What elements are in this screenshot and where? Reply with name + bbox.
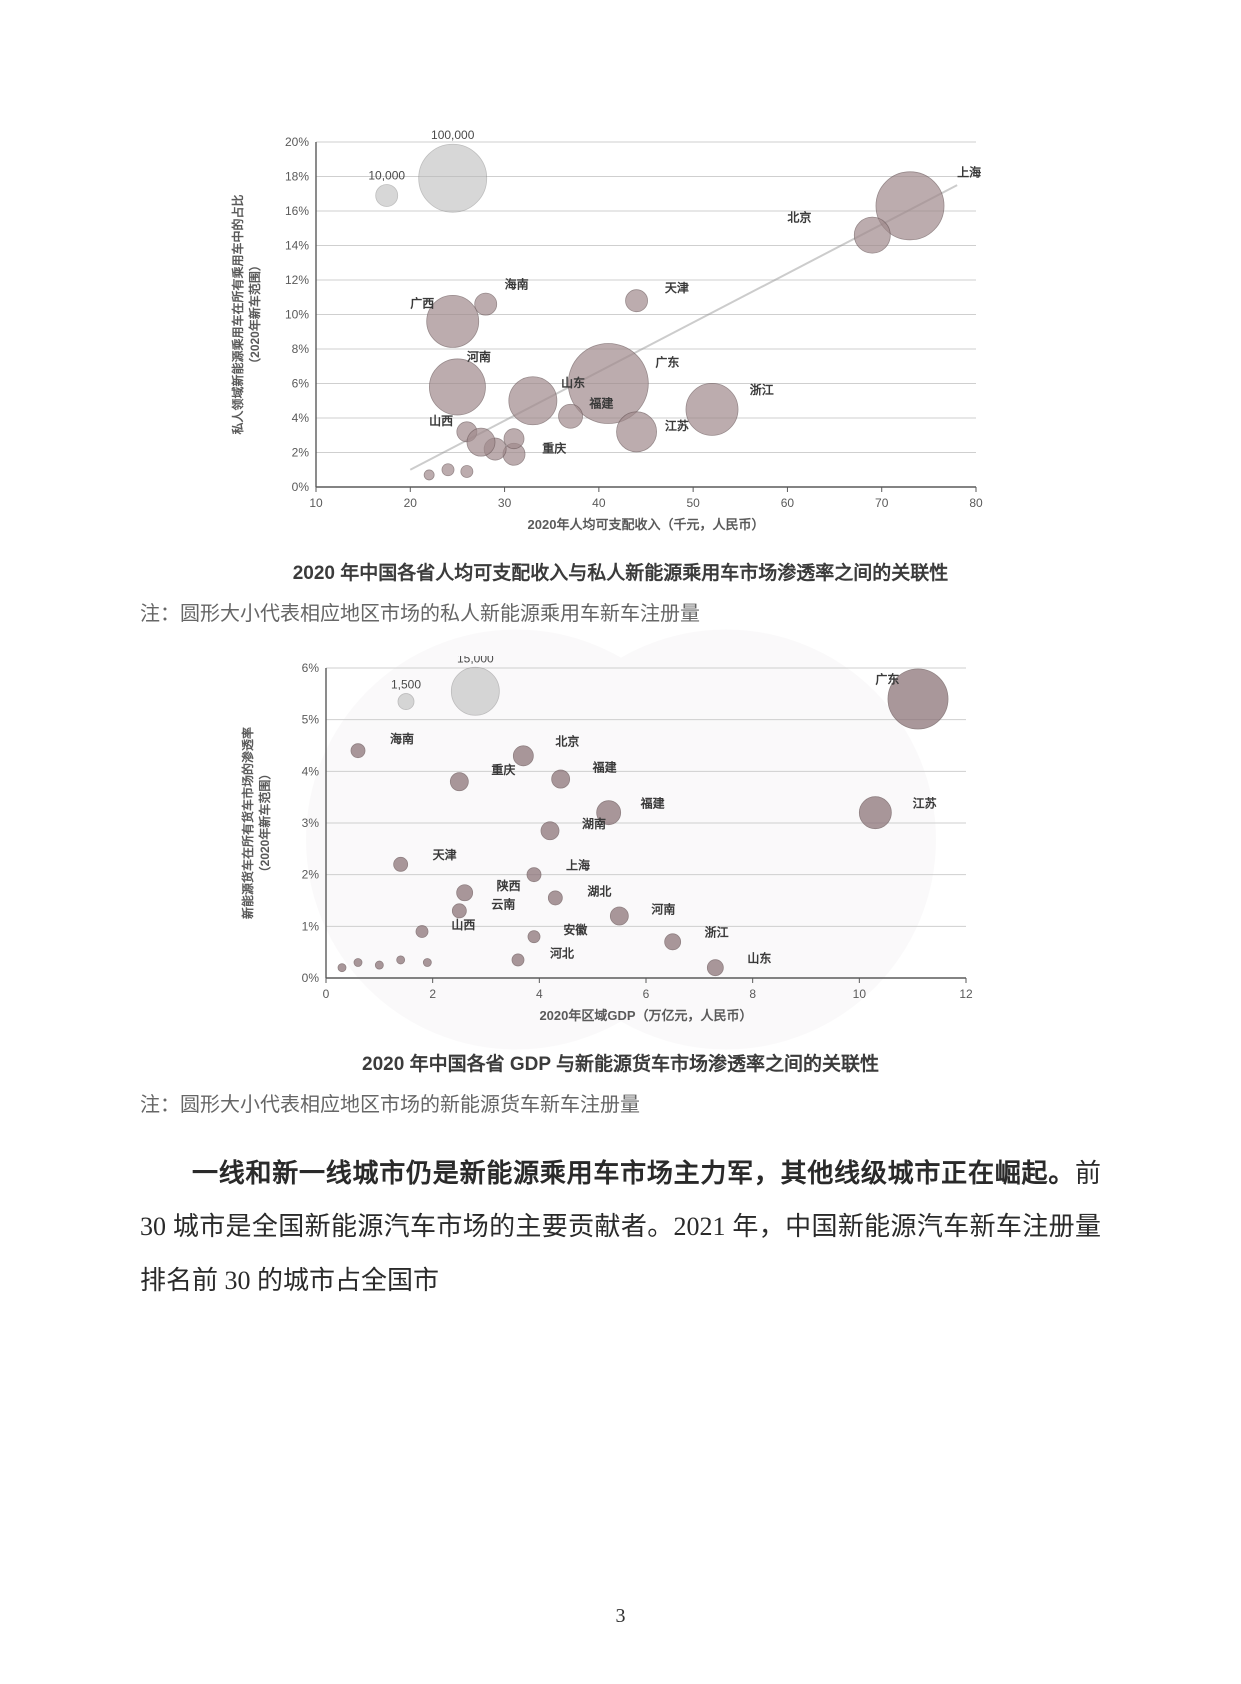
svg-text:3%: 3% [301, 816, 319, 830]
svg-text:福建: 福建 [588, 396, 614, 411]
chart2-block: 0% 1% 2% 3% 4% 5% 6% 0 2 4 6 8 10 12 2020年区域GDP（万亿元，人民… [140, 656, 1101, 1117]
svg-text:60: 60 [780, 496, 794, 510]
svg-text:重庆: 重庆 [491, 762, 515, 777]
svg-text:（2020年新车范围）: （2020年新车范围） [247, 259, 262, 370]
svg-text:4%: 4% [291, 411, 309, 425]
svg-text:湖南: 湖南 [582, 816, 606, 831]
svg-text:（2020年新车范围）: （2020年新车范围） [257, 768, 272, 879]
svg-text:4%: 4% [301, 764, 319, 778]
svg-text:14%: 14% [284, 239, 308, 253]
chart2-bubble: 0% 1% 2% 3% 4% 5% 6% 0 2 4 6 8 10 12 2020年区域GDP（万亿元，人民… [221, 656, 1021, 1036]
svg-text:北京: 北京 [555, 734, 579, 749]
svg-text:5%: 5% [301, 713, 319, 727]
svg-text:天津: 天津 [664, 280, 688, 295]
svg-text:湖北: 湖北 [587, 883, 611, 898]
svg-text:江苏: 江苏 [912, 796, 936, 811]
svg-text:0: 0 [322, 987, 329, 1001]
svg-text:江苏: 江苏 [664, 418, 688, 433]
svg-text:4: 4 [535, 987, 542, 1001]
svg-text:新能源货车在所有货车市场的渗透率: 新能源货车在所有货车市场的渗透率 [240, 727, 255, 919]
svg-text:2020年区域GDP（万亿元，人民币）: 2020年区域GDP（万亿元，人民币） [539, 1008, 752, 1023]
svg-text:6%: 6% [301, 661, 319, 675]
svg-text:30: 30 [497, 496, 511, 510]
svg-text:天津: 天津 [432, 847, 456, 862]
svg-text:广东: 广东 [875, 672, 899, 687]
svg-text:上海: 上海 [566, 858, 590, 873]
svg-text:2: 2 [429, 987, 436, 1001]
chart1-note: 注：圆形大小代表相应地区市场的私人新能源乘用车新车注册量 [140, 597, 1101, 626]
svg-text:山东: 山东 [747, 951, 771, 966]
svg-text:50: 50 [686, 496, 700, 510]
svg-text:山西: 山西 [451, 917, 475, 932]
svg-text:1%: 1% [301, 919, 319, 933]
svg-text:河南: 河南 [650, 901, 675, 916]
svg-text:10,000: 10,000 [368, 168, 405, 182]
svg-text:6%: 6% [291, 377, 309, 391]
svg-text:1,500: 1,500 [390, 678, 420, 692]
svg-text:18%: 18% [284, 170, 308, 184]
svg-text:8%: 8% [291, 342, 309, 356]
chart2-note: 注：圆形大小代表相应地区市场的新能源货车新车注册量 [140, 1088, 1101, 1117]
svg-text:20: 20 [403, 496, 417, 510]
svg-text:40: 40 [592, 496, 606, 510]
svg-text:广东: 广东 [655, 354, 679, 369]
svg-text:北京: 北京 [787, 209, 811, 224]
body-paragraph: 一线和新一线城市仍是新能源乘用车市场主力军，其他线级城市正在崛起。前 30 城市… [140, 1147, 1101, 1307]
svg-text:重庆: 重庆 [542, 441, 566, 456]
svg-text:2020年人均可支配收入（千元，人民币）: 2020年人均可支配收入（千元，人民币） [527, 517, 764, 532]
svg-text:海南: 海南 [504, 277, 528, 292]
svg-text:16%: 16% [284, 204, 308, 218]
svg-text:80: 80 [969, 496, 983, 510]
chart1-block: 0% 2% 4% 6% 8% 10% 12% 14% 16% 18% 20% 10 20 30 40 50 60… [140, 130, 1101, 626]
svg-text:广西: 广西 [410, 296, 434, 311]
svg-text:12%: 12% [284, 273, 308, 287]
svg-text:河南: 河南 [465, 349, 490, 364]
svg-text:河北: 河北 [549, 945, 574, 960]
svg-text:0%: 0% [301, 971, 319, 985]
svg-text:浙江: 浙江 [704, 925, 728, 940]
svg-text:70: 70 [875, 496, 889, 510]
svg-text:8: 8 [749, 987, 756, 1001]
svg-text:2%: 2% [291, 446, 309, 460]
svg-text:10: 10 [309, 496, 323, 510]
svg-text:福建: 福建 [639, 796, 665, 811]
svg-text:私人领域新能源乘用车在所有乘用车中的占比: 私人领域新能源乘用车在所有乘用车中的占比 [230, 194, 245, 435]
chart2-caption: 2020 年中国各省 GDP 与新能源货车市场渗透率之间的关联性 [140, 1049, 1101, 1076]
svg-text:云南: 云南 [491, 896, 515, 911]
svg-text:12: 12 [959, 987, 973, 1001]
svg-text:15,000: 15,000 [456, 656, 493, 665]
svg-text:福建: 福建 [591, 759, 617, 774]
svg-text:上海: 上海 [957, 165, 981, 180]
svg-text:20%: 20% [284, 135, 308, 149]
svg-text:陕西: 陕西 [496, 878, 520, 893]
body-bold: 一线和新一线城市仍是新能源乘用车市场主力军，其他线级城市正在崛起。 [192, 1159, 1075, 1188]
svg-text:浙江: 浙江 [749, 382, 773, 397]
page-number: 3 [0, 1605, 1241, 1628]
svg-text:6: 6 [642, 987, 649, 1001]
svg-text:山东: 山东 [561, 375, 585, 390]
svg-text:山西: 山西 [429, 413, 453, 428]
svg-text:100,000: 100,000 [431, 130, 475, 142]
svg-text:10%: 10% [284, 308, 308, 322]
chart1-bubble: 0% 2% 4% 6% 8% 10% 12% 14% 16% 18% 20% 10 20 30 40 50 60… [211, 130, 1031, 545]
svg-text:2%: 2% [301, 868, 319, 882]
chart1-caption: 2020 年中国各省人均可支配收入与私人新能源乘用车市场渗透率之间的关联性 [140, 558, 1101, 585]
svg-text:10: 10 [852, 987, 866, 1001]
svg-text:安徽: 安徽 [563, 922, 588, 937]
svg-text:海南: 海南 [390, 731, 414, 746]
svg-text:0%: 0% [291, 480, 309, 494]
